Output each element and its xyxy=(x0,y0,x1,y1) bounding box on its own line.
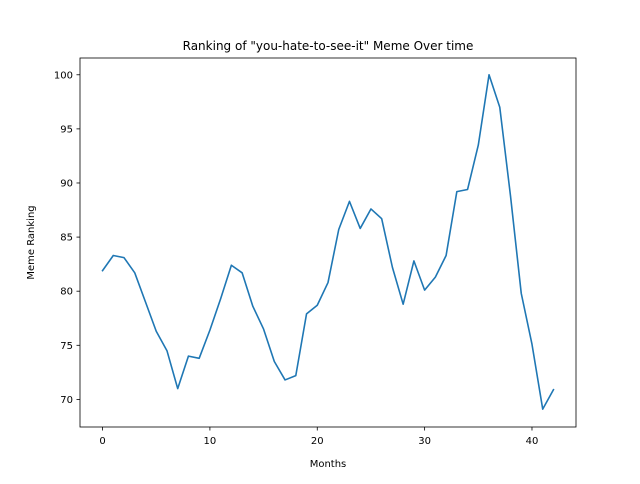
plot-background xyxy=(80,58,576,427)
x-tick-label: 0 xyxy=(99,436,105,447)
x-tick-label: 30 xyxy=(418,436,431,447)
series-line xyxy=(101,73,555,410)
plot-area xyxy=(80,58,576,427)
y-tick-label: 80 xyxy=(60,287,73,298)
x-tick-label: 20 xyxy=(311,436,324,447)
y-tick-label: 70 xyxy=(60,395,73,406)
y-tick-label: 90 xyxy=(60,178,73,189)
x-tick-label: 40 xyxy=(526,436,539,447)
y-tick-label: 85 xyxy=(60,233,73,244)
chart-title: Ranking of "you-hate-to-see-it" Meme Ove… xyxy=(183,39,474,53)
y-tick-label: 75 xyxy=(60,341,73,352)
x-tick-label: 10 xyxy=(204,436,217,447)
x-axis-label: Months xyxy=(310,459,347,470)
y-tick-label: 100 xyxy=(54,70,73,81)
y-axis-label: Meme Ranking xyxy=(26,205,37,279)
x-axis-ticks: 0 10 20 30 40 xyxy=(99,427,538,447)
y-tick-label: 95 xyxy=(60,124,73,135)
series-layer xyxy=(101,73,555,410)
axes-frame xyxy=(79,57,577,428)
y-axis-ticks: 70 75 80 85 90 95 100 xyxy=(54,70,80,406)
